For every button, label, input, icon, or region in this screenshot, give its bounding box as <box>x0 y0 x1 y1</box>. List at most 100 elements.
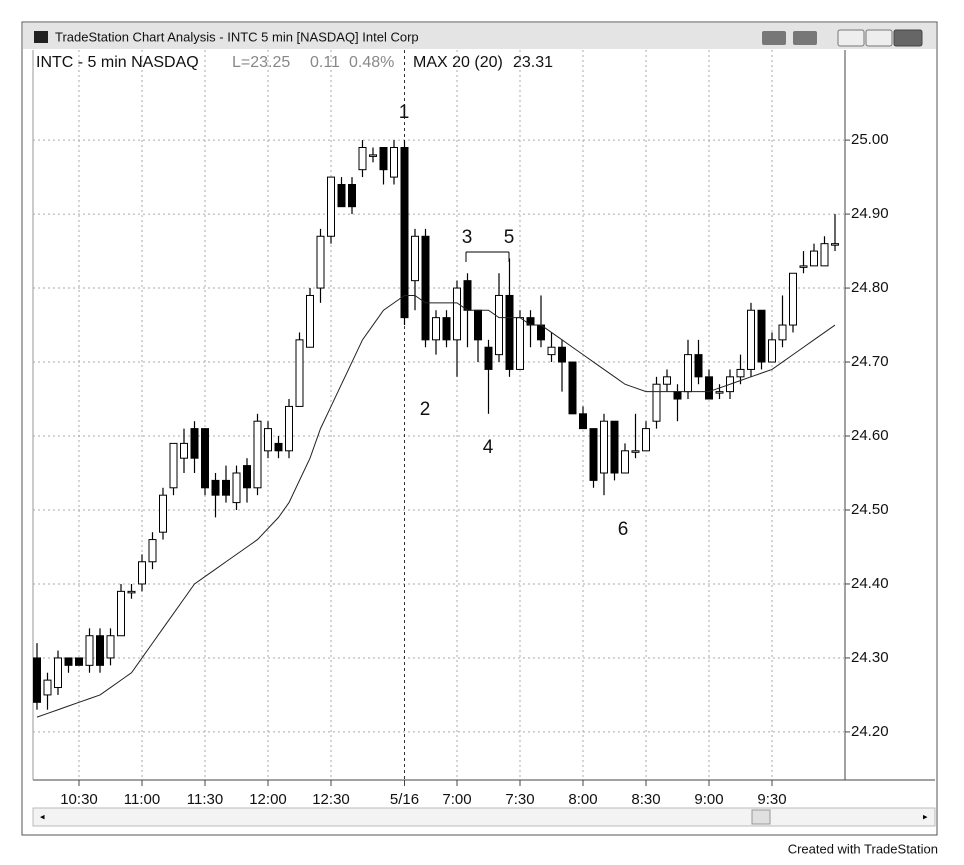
change-pct: 0.48% <box>349 54 394 71</box>
candle-body <box>463 280 472 311</box>
candle-body <box>558 346 566 363</box>
candle-body <box>33 657 41 703</box>
x-tick-label: 9:30 <box>757 791 786 808</box>
candle-body <box>547 346 556 356</box>
indicator-value: 23.31 <box>513 54 553 71</box>
x-tick-label: 7:30 <box>505 791 534 808</box>
symbol-label: INTC - 5 min NASDAQ <box>36 54 199 71</box>
candle-body <box>715 391 724 394</box>
candle-body <box>127 590 136 594</box>
candle-body <box>274 442 283 452</box>
scrollbar[interactable] <box>32 807 936 827</box>
candle-body <box>642 428 650 452</box>
candle-body <box>652 383 661 422</box>
candle-body <box>348 183 356 208</box>
candle-body <box>306 294 314 348</box>
candle-body <box>600 420 608 474</box>
scroll-left[interactable]: ◂ <box>40 811 45 821</box>
candle-body <box>180 442 188 459</box>
candle-body <box>432 317 440 341</box>
candle-body <box>484 346 493 370</box>
candle-body <box>295 339 304 407</box>
toolbar-button[interactable] <box>793 31 817 45</box>
toolbar-button[interactable] <box>762 31 786 45</box>
window-frame <box>21 21 938 836</box>
candle-body <box>442 317 451 341</box>
candle-body <box>820 243 829 267</box>
y-tick-label: 24.20 <box>851 723 889 740</box>
candle-body <box>568 361 577 415</box>
candle-body <box>358 146 367 171</box>
y-tick-label: 25.00 <box>851 131 889 148</box>
close-button[interactable] <box>893 29 923 47</box>
candle-body <box>526 317 535 326</box>
candle-body <box>516 317 524 370</box>
candle-body <box>337 183 346 208</box>
candle-body <box>736 368 745 378</box>
candle-body <box>789 272 797 326</box>
candle-body <box>631 450 640 453</box>
candle-body <box>757 309 766 363</box>
candle-body <box>43 679 52 696</box>
scroll-thumb[interactable] <box>751 809 771 825</box>
scroll-right[interactable]: ▸ <box>923 811 928 821</box>
candle-body <box>222 479 230 496</box>
y-tick-label: 24.80 <box>851 279 889 296</box>
candle-body <box>54 657 62 689</box>
candle-body <box>211 479 220 496</box>
candle-body <box>610 420 619 474</box>
candle-body <box>831 243 839 246</box>
x-tick-label: 11:30 <box>187 791 223 808</box>
candle-body <box>138 561 146 585</box>
candle-body <box>778 324 787 341</box>
candle-body <box>673 391 682 400</box>
candle-body <box>190 428 199 459</box>
annotation: 5 <box>504 227 515 248</box>
candle-body <box>390 146 398 178</box>
candle-body <box>799 265 808 268</box>
y-tick-label: 24.40 <box>851 575 889 592</box>
candle-body <box>705 376 713 400</box>
x-tick-label: 12:30 <box>312 791 350 808</box>
candle-body <box>96 635 104 666</box>
y-tick-label: 24.50 <box>851 501 889 518</box>
annotation: 4 <box>483 437 494 458</box>
candle-body <box>117 590 125 637</box>
candle-body <box>474 309 482 341</box>
minimize-button[interactable] <box>837 29 865 47</box>
annotation: 6 <box>618 519 629 540</box>
y-tick-label: 24.60 <box>851 427 889 444</box>
candle-body <box>495 294 503 356</box>
candle-body <box>579 413 587 430</box>
candle-body <box>264 428 272 452</box>
candle-body <box>421 235 430 341</box>
candle-body <box>75 657 83 666</box>
candle-body <box>589 428 598 481</box>
x-tick-label: 12:00 <box>249 791 287 808</box>
candle-body <box>243 465 251 489</box>
maximize-button[interactable] <box>865 29 893 47</box>
candle-body <box>85 635 94 666</box>
candle-body <box>148 539 157 563</box>
x-tick-label: 5/16 <box>390 791 419 808</box>
candle-body <box>768 339 776 363</box>
x-tick-label: 8:00 <box>568 791 597 808</box>
candle-body <box>106 635 115 659</box>
x-tick-label: 9:00 <box>694 791 723 808</box>
window-title: TradeStation Chart Analysis - INTC 5 min… <box>55 29 419 44</box>
x-tick-label: 11:00 <box>124 791 160 808</box>
indicator-name: MAX 20 (20) <box>413 54 503 71</box>
moving-average <box>36 294 836 718</box>
candle-body <box>663 376 671 385</box>
candle-body <box>253 420 262 489</box>
candle-body <box>169 442 178 489</box>
y-tick-label: 24.30 <box>851 649 889 666</box>
candle-body <box>285 405 293 452</box>
y-tick-label: 24.70 <box>851 353 889 370</box>
candle-body <box>201 428 209 489</box>
candle-body <box>159 494 167 533</box>
last-price: L=23.25 <box>232 54 290 71</box>
change: 0.11 <box>310 54 340 71</box>
